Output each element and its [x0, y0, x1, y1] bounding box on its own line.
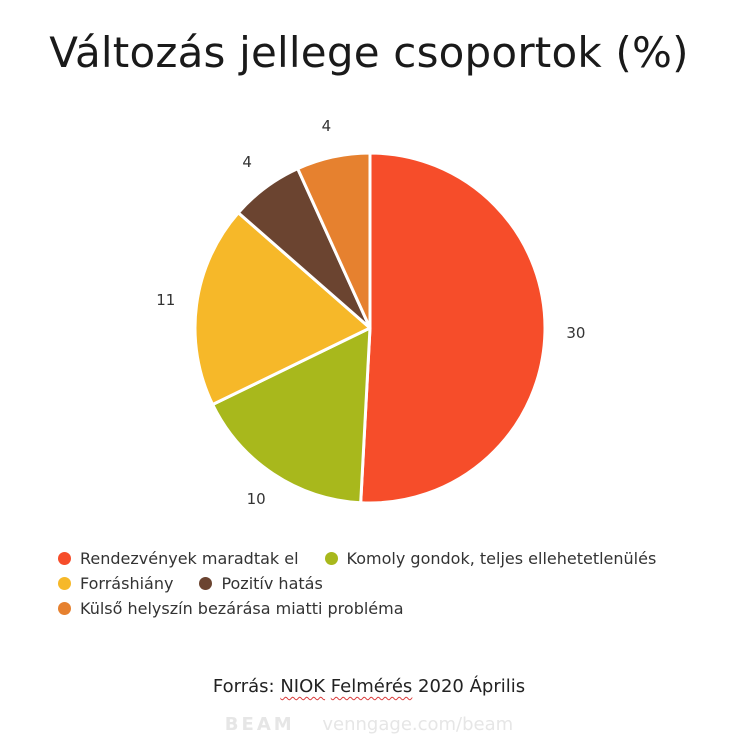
pie-slice-5	[296, 151, 372, 330]
pie-slice-2	[211, 326, 372, 505]
source-word: Felmérés	[330, 676, 413, 697]
legend-label-3: Forráshiány	[80, 574, 174, 593]
slice-value-label-5: 4	[322, 117, 332, 135]
pie-slice-3	[193, 211, 372, 407]
legend-row-2: Forráshiány Pozitív hatás	[58, 571, 718, 596]
source-org: NIOK	[280, 676, 326, 697]
source-note: Forrás: NIOK Felmérés 2020 Április	[0, 676, 738, 697]
legend-swatch-2	[324, 552, 338, 565]
watermark-brand: BEAM	[224, 714, 295, 735]
watermark-url: venngage.com/beam	[322, 714, 514, 735]
legend-label-1: Rendezvények maradtak el	[80, 549, 299, 568]
legend-swatch-4	[199, 577, 213, 590]
legend-item-1: Rendezvények maradtak el	[58, 549, 299, 568]
watermark: BEAM venngage.com/beam	[0, 714, 738, 735]
legend-swatch-5	[58, 602, 71, 615]
source-date: 2020 Április	[418, 676, 526, 697]
legend-row-1: Rendezvények maradtak el Komoly gondok, t…	[58, 546, 718, 571]
legend-swatch-1	[58, 552, 71, 565]
pie-chart: 30 10 11 4 4	[156, 117, 585, 508]
legend-label-4: Pozitív hatás	[221, 574, 323, 593]
legend: Rendezvények maradtak el Komoly gondok, t…	[58, 546, 718, 621]
legend-item-5: Külső helyszín bezárása miatti probléma	[58, 599, 404, 618]
legend-label-5: Külső helyszín bezárása miatti probléma	[80, 599, 404, 618]
source-label: Forrás:	[212, 676, 275, 697]
slice-value-label-3: 11	[156, 291, 175, 309]
slice-value-label-2: 10	[247, 490, 266, 508]
chart-title: Változás jellege csoportok (%)	[49, 28, 689, 77]
legend-swatch-3	[58, 577, 71, 590]
legend-row-3: Külső helyszín bezárása miatti probléma	[58, 596, 718, 621]
pie-slice-1	[359, 151, 547, 505]
legend-item-3: Forráshiány	[58, 574, 173, 593]
legend-label-2: Komoly gondok, teljes ellehetetlenülés	[346, 549, 657, 568]
slice-value-label-4: 4	[242, 153, 252, 171]
legend-item-4: Pozitív hatás	[199, 574, 323, 593]
slice-value-label-1: 30	[566, 324, 585, 342]
legend-item-2: Komoly gondok, teljes ellehetetlenülés	[324, 549, 657, 568]
